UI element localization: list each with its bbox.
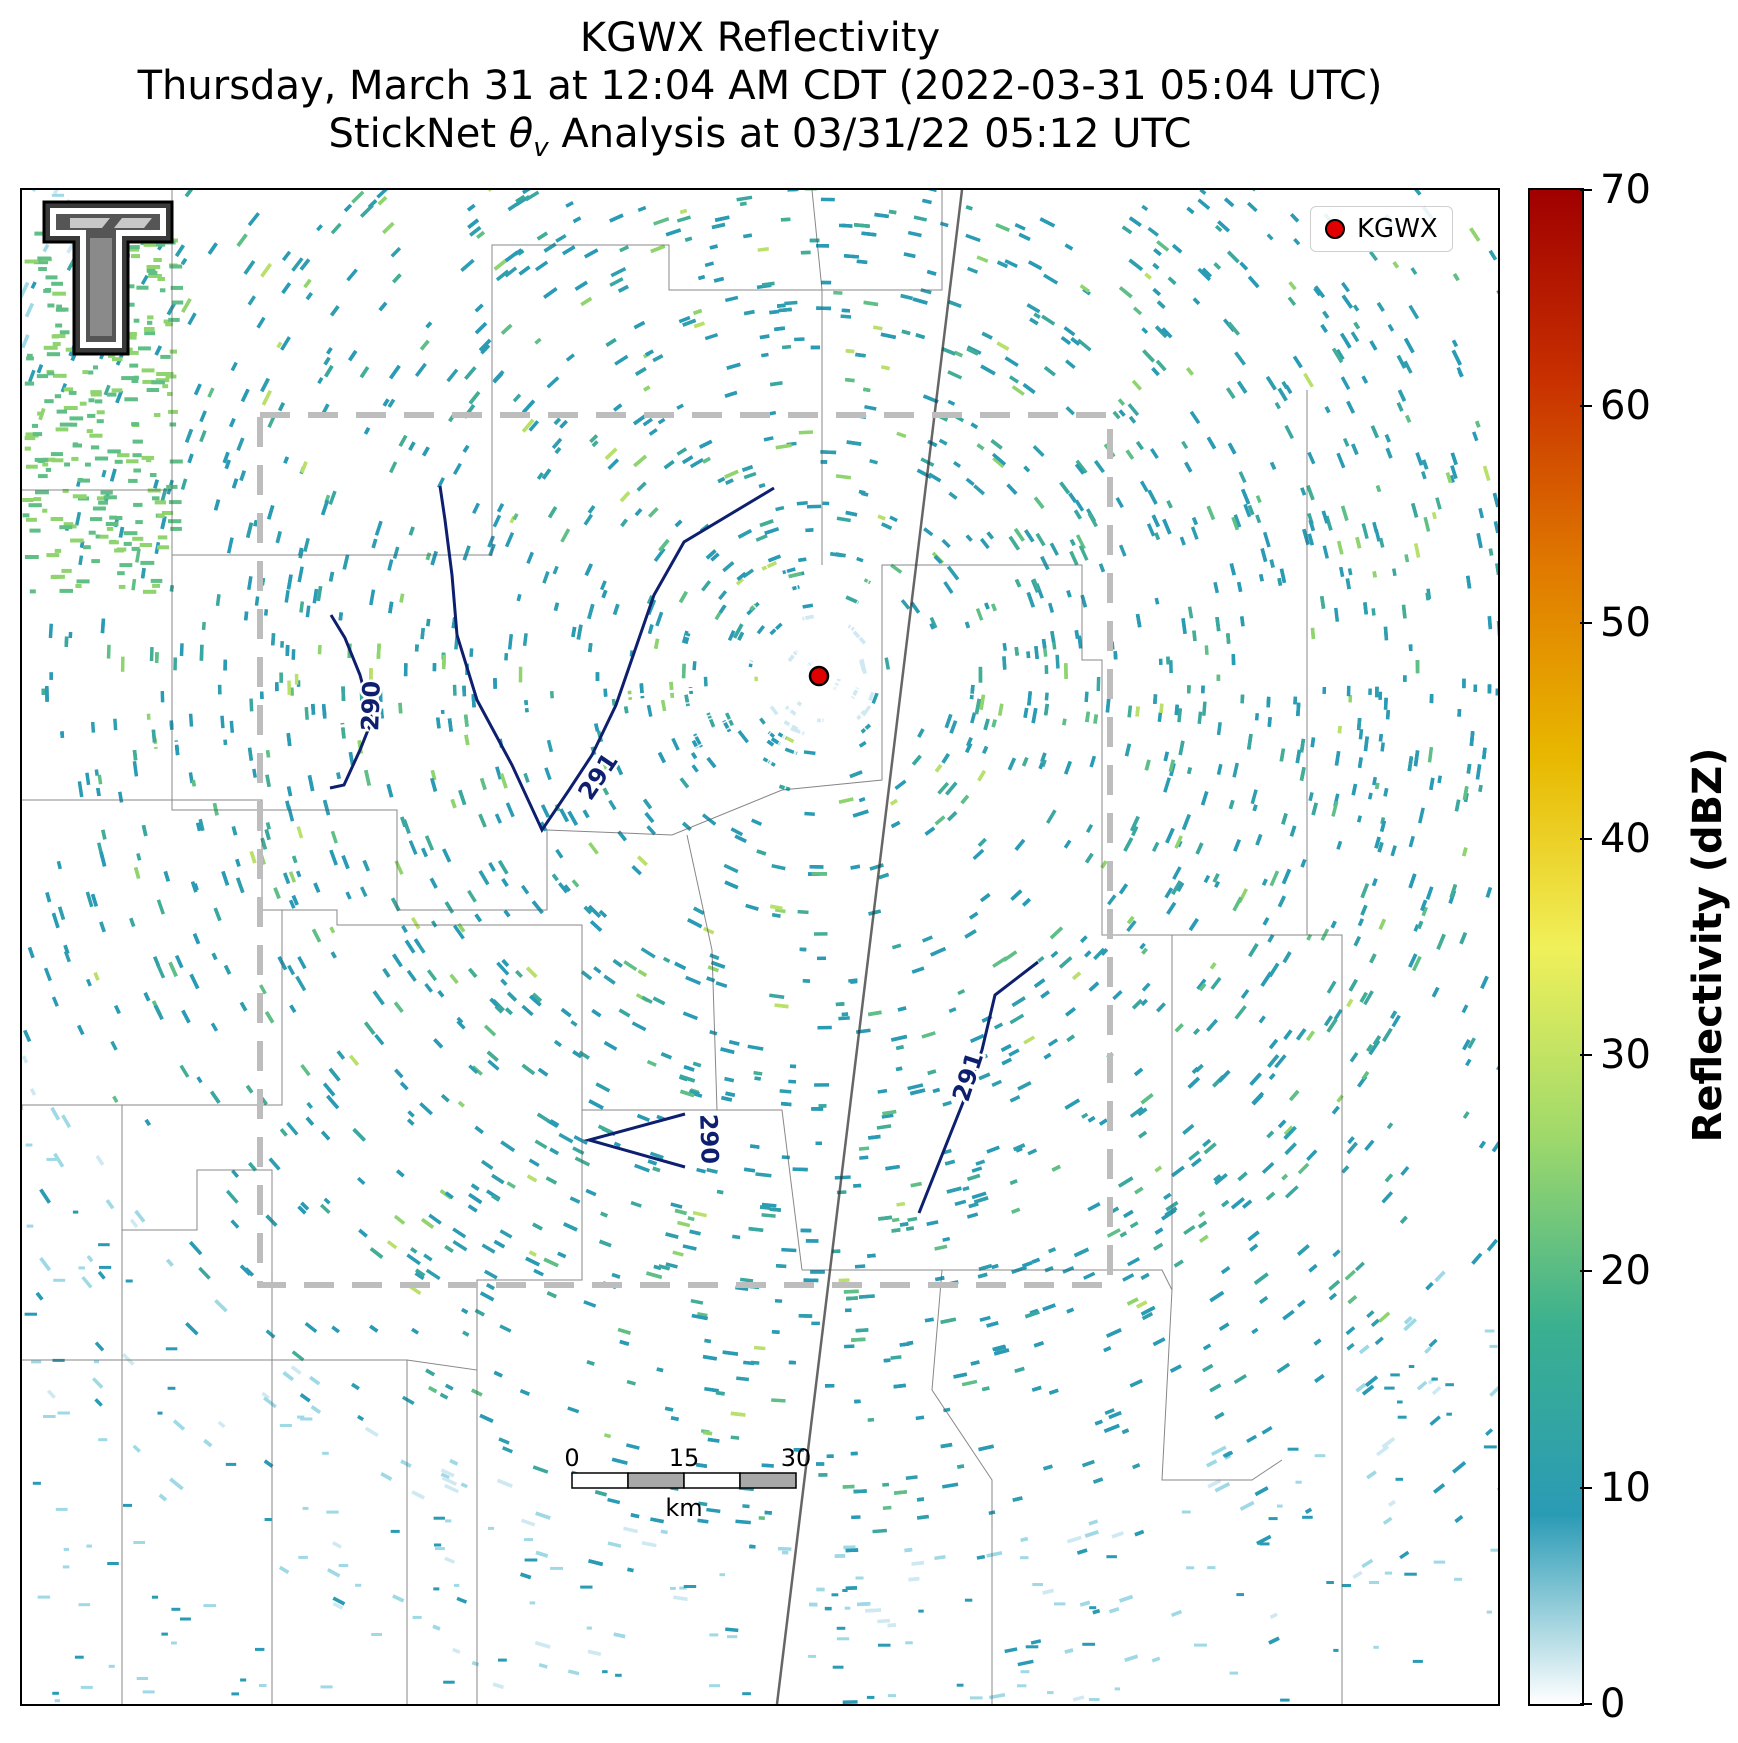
scale-unit: km xyxy=(665,1494,702,1522)
title-line-1: KGWX Reflectivity xyxy=(579,15,941,61)
colorbar-tick-mark xyxy=(1580,621,1592,624)
contour-290-west xyxy=(329,614,374,790)
analysis-box xyxy=(257,412,1113,1288)
colorbar-tick-mark xyxy=(1580,189,1592,191)
colorbar-tick-mark xyxy=(1580,405,1592,408)
colorbar-tick-label: 50 xyxy=(1600,599,1651,646)
colorbar-tick-mark xyxy=(1580,1703,1592,1705)
radar-map-canvas: 290 291 290 291 0 15 30 km xyxy=(22,190,1498,1704)
colorbar-tick-label: 10 xyxy=(1600,1464,1651,1511)
theta-subscript: v xyxy=(533,133,549,163)
scale-bar: 0 15 30 km xyxy=(564,1444,811,1522)
radar-site-legend-marker xyxy=(1325,219,1345,239)
texas-tech-double-t-logo xyxy=(42,200,174,356)
scale-tick-15: 15 xyxy=(669,1444,700,1472)
contour-label-291-central: 291 xyxy=(573,748,624,805)
contour-label-290-west: 290 xyxy=(356,680,386,731)
colorbar-tick-label: 60 xyxy=(1600,383,1651,430)
state-line xyxy=(775,190,964,1704)
radar-map[interactable]: 290 291 290 291 0 15 30 km xyxy=(20,188,1500,1706)
colorbar xyxy=(1528,188,1584,1706)
map-legend: KGWX xyxy=(1310,206,1453,252)
radar-site-marker[interactable] xyxy=(808,665,830,687)
colorbar-tick-label: 70 xyxy=(1600,167,1651,213)
theta-v-contours xyxy=(329,485,1039,1214)
legend-label: KGWX xyxy=(1357,214,1438,244)
reflectivity-field xyxy=(22,190,1498,1704)
contour-291-central xyxy=(438,485,775,834)
colorbar-tick-mark xyxy=(1580,1270,1592,1273)
colorbar-tick-label: 0 xyxy=(1600,1681,1626,1727)
title-line-3: StickNet θv Analysis at 03/31/22 05:12 U… xyxy=(0,110,1520,172)
colorbar-label: Reflectivity (dBZ) xyxy=(1685,747,1731,1143)
colorbar-tick-label: 30 xyxy=(1600,1032,1651,1079)
theta-symbol: θ xyxy=(508,111,534,157)
contour-291-east xyxy=(917,960,1039,1214)
contour-label-290-south: 290 xyxy=(694,1113,724,1164)
scale-tick-30: 30 xyxy=(781,1444,812,1472)
county-boundaries xyxy=(22,190,1343,1704)
scale-tick-0: 0 xyxy=(564,1444,579,1472)
colorbar-tick-mark xyxy=(1580,837,1592,840)
title-line-2: Thursday, March 31 at 12:04 AM CDT (2022… xyxy=(137,63,1383,109)
colorbar-tick-mark xyxy=(1580,1054,1592,1057)
title-line-3-post: Analysis at 03/31/22 05:12 UTC xyxy=(548,111,1192,157)
colorbar-tick-mark xyxy=(1580,1486,1592,1489)
colorbar-tick-label: 40 xyxy=(1600,815,1651,862)
colorbar-tick-label: 20 xyxy=(1600,1248,1651,1295)
title-line-3-pre: StickNet xyxy=(328,111,509,157)
contour-290-south xyxy=(583,1112,686,1169)
